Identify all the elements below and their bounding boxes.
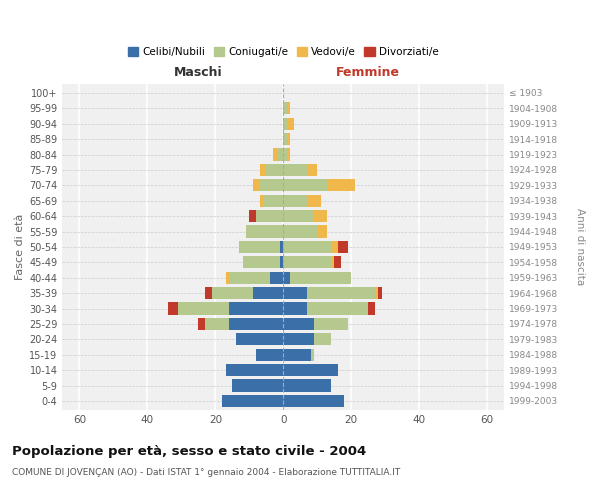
Bar (283, 380, 331, 392)
Bar (239, 241, 280, 253)
Bar (256, 348, 283, 361)
Bar (338, 241, 348, 253)
Bar (368, 302, 375, 314)
Bar (229, 318, 283, 330)
Bar (250, 210, 256, 222)
Bar (290, 272, 351, 284)
Bar (253, 287, 283, 300)
Bar (287, 133, 290, 145)
Bar (256, 210, 283, 222)
Bar (283, 118, 287, 130)
Bar (212, 287, 253, 300)
Bar (260, 194, 263, 207)
Bar (317, 226, 328, 237)
Bar (314, 318, 348, 330)
Bar (328, 179, 355, 192)
Bar (283, 194, 307, 207)
Y-axis label: Fasce di età: Fasce di età (15, 214, 25, 280)
Bar (283, 364, 338, 376)
Bar (232, 380, 283, 392)
Bar (266, 164, 283, 176)
Bar (283, 333, 314, 345)
Bar (283, 148, 287, 160)
Bar (260, 179, 283, 192)
Text: Popolazione per età, sesso e stato civile - 2004: Popolazione per età, sesso e stato civil… (12, 445, 366, 458)
Bar (178, 302, 229, 314)
Bar (287, 118, 293, 130)
Bar (283, 287, 307, 300)
Bar (314, 210, 328, 222)
Bar (222, 394, 283, 407)
Bar (253, 179, 260, 192)
Bar (283, 302, 307, 314)
Bar (283, 348, 311, 361)
Bar (260, 164, 266, 176)
Bar (307, 287, 375, 300)
Bar (283, 210, 314, 222)
Bar (307, 194, 320, 207)
Bar (375, 287, 379, 300)
Bar (314, 333, 331, 345)
Bar (283, 179, 328, 192)
Bar (229, 272, 270, 284)
Bar (226, 364, 283, 376)
Bar (199, 318, 205, 330)
Bar (168, 302, 178, 314)
Bar (205, 318, 229, 330)
Bar (226, 272, 229, 284)
Bar (229, 302, 283, 314)
Bar (283, 241, 331, 253)
Bar (273, 148, 277, 160)
Bar (277, 148, 283, 160)
Bar (236, 333, 283, 345)
Bar (283, 256, 331, 268)
Y-axis label: Anni di nascita: Anni di nascita (575, 208, 585, 286)
Bar (287, 102, 290, 115)
Bar (379, 287, 382, 300)
Bar (287, 148, 290, 160)
Bar (283, 226, 317, 237)
Bar (283, 272, 290, 284)
Bar (311, 348, 314, 361)
Bar (246, 226, 283, 237)
Legend: Celibi/Nubili, Coniugati/e, Vedovi/e, Divorziati/e: Celibi/Nubili, Coniugati/e, Vedovi/e, Di… (124, 43, 443, 62)
Bar (283, 318, 314, 330)
Bar (280, 241, 283, 253)
Bar (283, 164, 307, 176)
Bar (307, 302, 368, 314)
Bar (331, 256, 334, 268)
Bar (283, 133, 287, 145)
Bar (283, 394, 344, 407)
Text: Femmine: Femmine (336, 66, 400, 79)
Bar (283, 102, 287, 115)
Bar (331, 241, 338, 253)
Bar (307, 164, 317, 176)
Text: Maschi: Maschi (174, 66, 223, 79)
Bar (242, 256, 280, 268)
Text: COMUNE DI JOVENÇAN (AO) - Dati ISTAT 1° gennaio 2004 - Elaborazione TUTTITALIA.I: COMUNE DI JOVENÇAN (AO) - Dati ISTAT 1° … (12, 468, 400, 477)
Bar (263, 194, 283, 207)
Bar (334, 256, 341, 268)
Bar (205, 287, 212, 300)
Bar (270, 272, 283, 284)
Bar (280, 256, 283, 268)
